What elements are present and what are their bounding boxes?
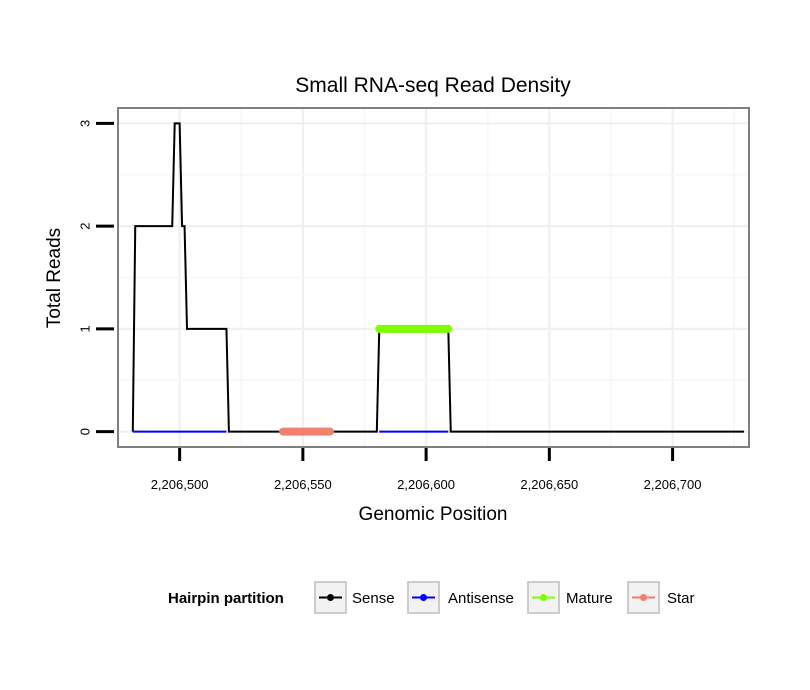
legend-key-point xyxy=(327,594,334,601)
y-tick-label: 2 xyxy=(78,223,93,230)
legend-key-point xyxy=(420,594,427,601)
legend-item-sense: Sense xyxy=(314,581,395,614)
legend: Hairpin partition Sense Antisense Mature St… xyxy=(168,581,695,614)
legend-label: Antisense xyxy=(448,590,514,607)
y-tick-label: 1 xyxy=(78,325,93,332)
x-tick-label: 2,206,550 xyxy=(274,477,332,492)
legend-key-point xyxy=(640,594,647,601)
x-tick-label: 2,206,650 xyxy=(520,477,578,492)
x-tick-label: 2,206,500 xyxy=(151,477,209,492)
legend-title: Hairpin partition xyxy=(168,590,284,607)
x-axis-title: Genomic Position xyxy=(359,504,508,525)
legend-item-antisense: Antisense xyxy=(407,581,514,614)
y-tick-label: 3 xyxy=(78,120,93,127)
series-layer xyxy=(131,122,745,436)
y-axis-title: Total Reads xyxy=(44,228,65,328)
legend-label: Star xyxy=(667,590,695,607)
y-tick-label: 0 xyxy=(78,428,93,435)
legend-item-mature: Mature xyxy=(527,581,613,614)
plot-border xyxy=(117,107,750,448)
legend-label: Sense xyxy=(352,590,395,607)
axes: 2,206,500 2,206,550 2,206,600 2,206,650 2,20… xyxy=(78,120,702,492)
chart-title: Small RNA-seq Read Density xyxy=(295,74,571,97)
legend-label: Mature xyxy=(566,590,613,607)
x-tick-label: 2,206,600 xyxy=(397,477,455,492)
legend-key-point xyxy=(540,594,547,601)
x-tick-label: 2,206,700 xyxy=(644,477,702,492)
legend-item-star: Star xyxy=(627,581,695,614)
